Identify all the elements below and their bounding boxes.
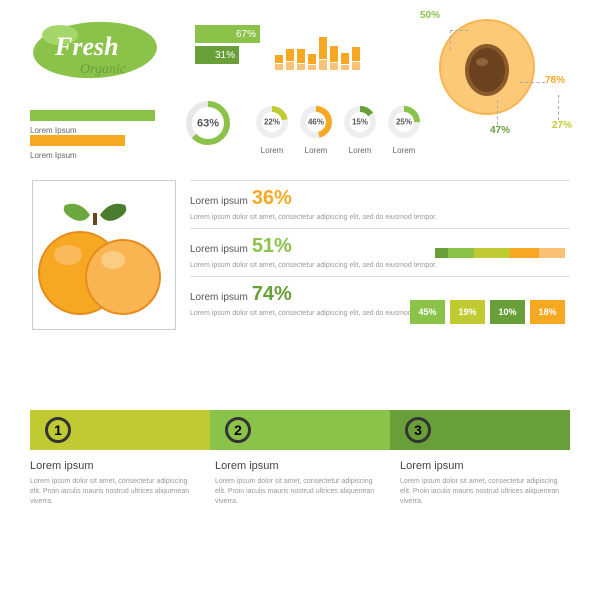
- callout: 78%: [545, 75, 565, 86]
- pct-card: 18%: [530, 300, 565, 324]
- step-column: Lorem ipsumLorem ipsum dolor sit amet, c…: [30, 460, 200, 506]
- pct-card: 45%: [410, 300, 445, 324]
- svg-text:22%: 22%: [264, 118, 280, 127]
- pct-card: 10%: [490, 300, 525, 324]
- callout: 27%: [552, 120, 572, 131]
- percentage-cards: 45%19%10%18%: [410, 300, 565, 324]
- stat-row: Lorem ipsum36%Lorem ipsum dolor sit amet…: [190, 180, 570, 228]
- svg-text:25%: 25%: [396, 118, 412, 127]
- main-donut: 63%: [185, 100, 231, 151]
- apricot-illustration: [35, 195, 175, 325]
- step-column: Lorem ipsumLorem ipsum dolor sit amet, c…: [400, 460, 570, 506]
- svg-text:46%: 46%: [308, 118, 324, 127]
- steps-body: Lorem ipsumLorem ipsum dolor sit amet, c…: [30, 450, 570, 516]
- top-stacked-bars: 67%31%: [195, 25, 260, 67]
- steps-header: 1 2 3: [30, 410, 570, 450]
- svg-text:63%: 63%: [197, 118, 219, 130]
- small-donuts-row: 22%Lorem46%Lorem15%Lorem25%Lorem: [255, 105, 421, 155]
- stacked-horizontal-bar: [435, 248, 565, 258]
- callout: 50%: [420, 10, 440, 21]
- apricot-cross-section: [430, 10, 545, 125]
- step-number: 3: [405, 417, 431, 443]
- callout: 47%: [490, 125, 510, 136]
- step-number: 1: [45, 417, 71, 443]
- logo: Fresh Organic: [25, 15, 175, 85]
- svg-text:15%: 15%: [352, 118, 368, 127]
- left-bars: Lorem IpsumLorem Ipsum: [30, 110, 170, 160]
- svg-text:Organic: Organic: [80, 62, 127, 77]
- pct-card: 19%: [450, 300, 485, 324]
- step-column: Lorem ipsumLorem ipsum dolor sit amet, c…: [215, 460, 385, 506]
- mini-bar-chart: [275, 25, 360, 70]
- svg-text:Fresh: Fresh: [54, 32, 119, 61]
- step-number: 2: [225, 417, 251, 443]
